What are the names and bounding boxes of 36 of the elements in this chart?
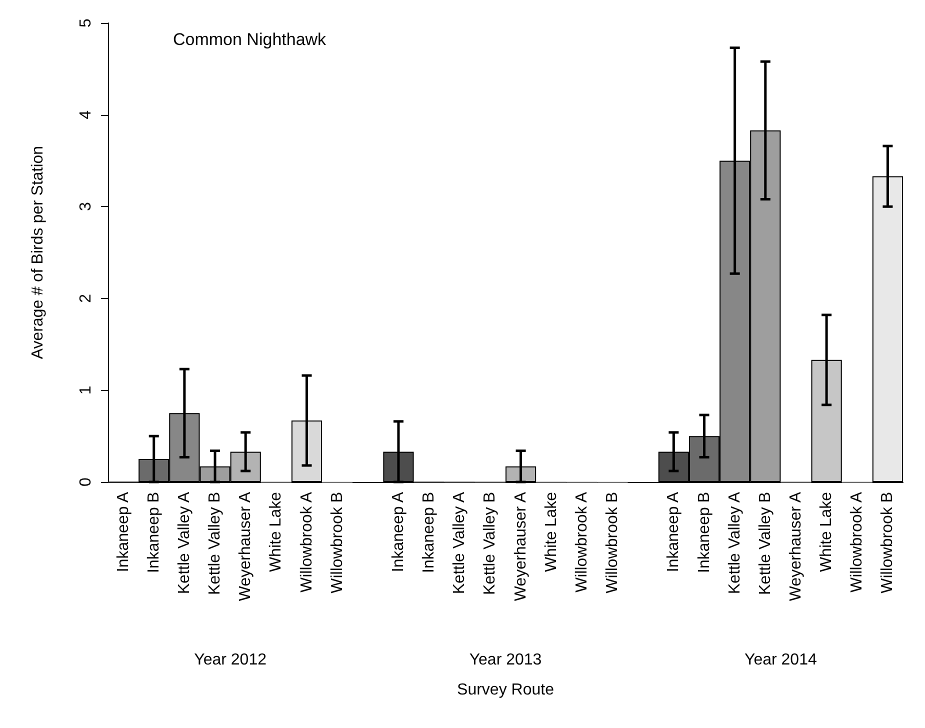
y-tick-label: 0 bbox=[78, 477, 94, 486]
x-tick-label: Willowbrook B bbox=[879, 492, 896, 594]
x-tick-label: Willowbrook B bbox=[604, 492, 622, 594]
x-tick-label: Kettle Valley A bbox=[726, 492, 744, 594]
x-tick-label: Kettle Valley A bbox=[451, 492, 468, 594]
x-tick-label: Inkaneep A bbox=[665, 492, 682, 572]
x-tick-label: Inkaneep A bbox=[114, 492, 132, 572]
x-tick-label: Kettle Valley B bbox=[482, 492, 499, 595]
y-tick-label: 5 bbox=[78, 18, 94, 28]
x-tick-label: White Lake bbox=[818, 492, 836, 572]
x-tick-label: Willowbrook A bbox=[298, 492, 316, 592]
y-tick-label: 1 bbox=[78, 386, 94, 395]
x-tick-label: Willowbrook A bbox=[848, 492, 866, 592]
x-tick-label: Weyerhauser A bbox=[237, 492, 254, 602]
x-tick-label: White Lake bbox=[268, 492, 285, 572]
x-tick-label: Weyerhauser A bbox=[787, 492, 804, 602]
x-tick-label: Inkaneep B bbox=[145, 492, 162, 573]
x-tick-label: Willowbrook A bbox=[573, 492, 590, 592]
x-tick-label: Inkaneep B bbox=[420, 492, 438, 573]
y-axis-title: Average # of Birds per Station bbox=[30, 146, 46, 360]
text: Year 2014 bbox=[744, 652, 817, 668]
x-tick-label: Willowbrook B bbox=[328, 492, 346, 594]
y-tick-label: 4 bbox=[78, 110, 94, 120]
y-tick-label: 3 bbox=[78, 202, 94, 212]
text: Year 2013 bbox=[469, 652, 542, 668]
x-tick-label: Inkaneep B bbox=[696, 492, 713, 573]
x-tick-label: Kettle Valley A bbox=[176, 492, 193, 594]
x-tick-label: White Lake bbox=[542, 492, 560, 572]
chart-title: Common Nighthawk bbox=[173, 30, 327, 49]
x-tick-label: Inkaneep A bbox=[390, 492, 407, 572]
text: Year 2012 bbox=[194, 652, 267, 668]
x-tick-label: Kettle Valley B bbox=[206, 492, 224, 595]
x-tick-label: Kettle Valley B bbox=[756, 492, 774, 595]
text: Survey Route bbox=[457, 682, 554, 698]
x-tick-label: Weyerhauser A bbox=[512, 492, 530, 602]
y-tick-label: 2 bbox=[78, 294, 94, 303]
